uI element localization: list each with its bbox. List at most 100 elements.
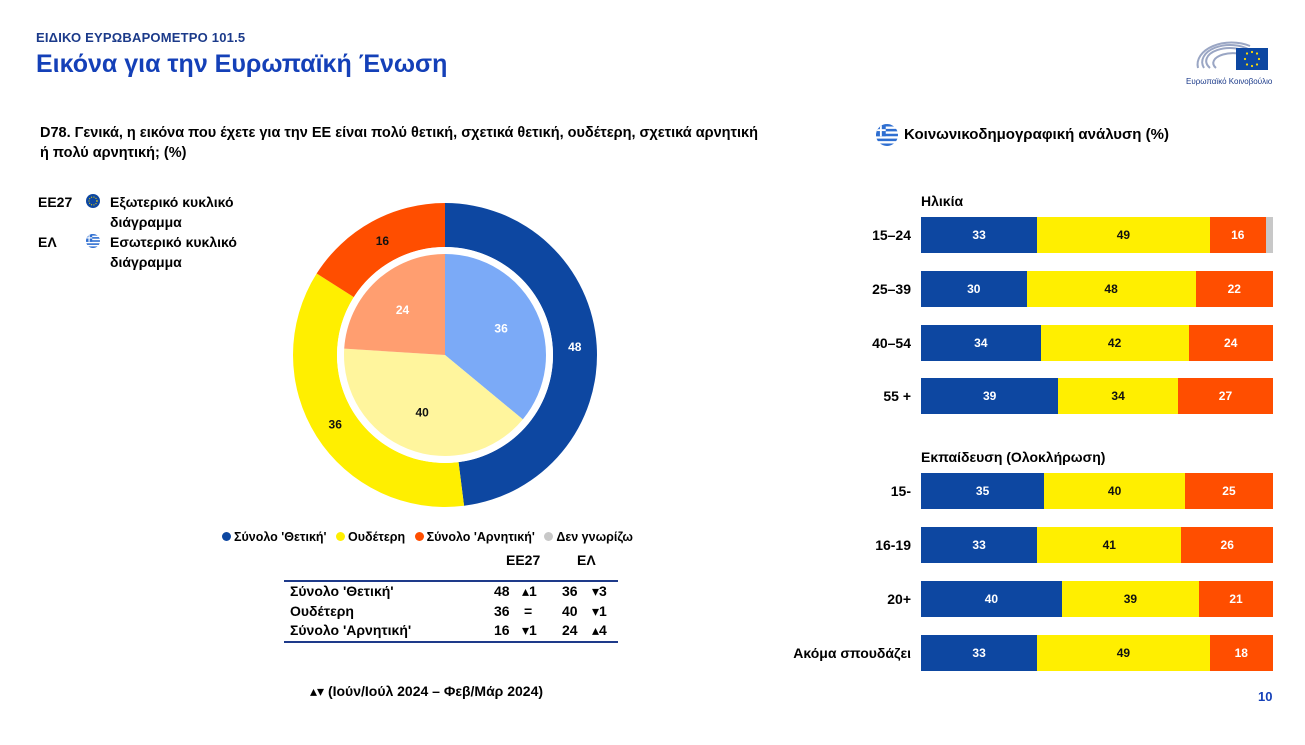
socio-title: Κοινωνικοδημογραφική ανάλυση (%) — [904, 126, 1169, 143]
eu-change: = — [524, 602, 533, 619]
bar-segment-negative: 18 — [1209, 635, 1273, 671]
bar-segment-positive: 30 — [921, 271, 1027, 307]
inner-ring-data-label: 24 — [396, 303, 410, 317]
stacked-bar: 30 48 22 — [921, 271, 1273, 307]
outer-ring-data-label: 36 — [329, 418, 343, 432]
el-change: ▾1 — [592, 602, 607, 619]
stacked-bar: 34 42 24 — [921, 325, 1273, 361]
bar-row-label: 25–39 — [872, 281, 911, 297]
outer-ring-key: ΕΕ27 — [38, 194, 73, 210]
legend-label-dontknow: Δεν γνωρίζω — [556, 530, 633, 544]
eu-value: 36 — [494, 602, 510, 619]
outer-ring-data-label: 16 — [376, 234, 390, 248]
legend-label-positive: Σύνολο 'Θετική' — [234, 530, 327, 544]
bar-segment-neutral: 40 — [1044, 473, 1185, 509]
inner-ring-slice — [344, 348, 523, 456]
eu-value: 48 — [494, 583, 510, 599]
bar-segment-positive: 39 — [921, 378, 1059, 414]
row-label: Σύνολο 'Θετική' — [290, 583, 394, 599]
outer-ring-slice — [293, 273, 465, 507]
el-change: ▾3 — [592, 583, 607, 599]
eu-value: 16 — [494, 622, 510, 638]
section-title-education: Εκπαίδευση (Ολοκλήρωση) — [921, 449, 1106, 465]
outer-ring-data-label: 48 — [568, 340, 582, 354]
el-value: 36 — [562, 583, 578, 599]
legend-dot-positive — [222, 532, 231, 541]
eu-change: ▴1 — [522, 583, 537, 599]
bar-segment-negative: 26 — [1181, 527, 1273, 563]
greece-flag-icon — [86, 234, 100, 253]
legend-dot-neutral — [336, 532, 346, 541]
el-value: 24 — [562, 622, 578, 638]
legend-item-dontknow: Δεν γνωρίζω — [544, 530, 633, 544]
stacked-bar: 35 40 25 — [921, 473, 1273, 509]
el-change: ▴4 — [592, 622, 607, 638]
series-legend: Σύνολο 'Θετική' Ουδέτερη Σύνολο 'Αρνητικ… — [222, 530, 639, 544]
inner-ring-data-label: 40 — [415, 406, 429, 420]
section-title-age: Ηλικία — [921, 193, 964, 209]
inner-ring-data-label: 36 — [494, 322, 508, 336]
bar-segment-positive: 34 — [921, 325, 1041, 361]
table-row: Σύνολο 'Αρνητική' 16 ▾1 24 ▴4 — [284, 621, 618, 641]
stacked-bar: 39 34 27 — [921, 378, 1273, 414]
inner-ring-key: ΕΛ — [38, 234, 57, 250]
question-text: D78. Γενικά, η εικόνα που έχετε για την … — [40, 125, 758, 161]
european-parliament-logo: Ευρωπαϊκό Κοινοβούλιο — [1186, 32, 1273, 86]
inner-ring-slice — [344, 254, 445, 355]
stacked-bar: 40 39 21 — [921, 581, 1273, 617]
logo-text: Ευρωπαϊκό Κοινοβούλιο — [1186, 77, 1273, 86]
report-kicker: ΕΙΔΙΚΟ ΕΥΡΩΒΑΡΟΜΕΤΡΟ 101.5 — [36, 30, 246, 45]
bar-row-label: 55 + — [883, 388, 911, 404]
table-col-el: ΕΛ — [577, 552, 596, 568]
bar-segment-negative: 24 — [1188, 325, 1273, 361]
outer-ring-label: Εξωτερικό κυκλικό διάγραμμα — [110, 194, 234, 230]
legend-dot-dontknow — [544, 532, 554, 541]
table-row: Ουδέτερη 36 = 40 ▾1 — [284, 602, 618, 622]
page-title: Εικόνα για την Ευρωπαϊκή Ένωση — [36, 50, 448, 78]
summary-table: Σύνολο 'Θετική' 48 ▴1 36 ▾3 Ουδέτερη 36 … — [284, 580, 618, 643]
bar-row-label: 16-19 — [875, 537, 911, 553]
bar-segment-positive: 33 — [921, 527, 1038, 563]
bar-row-label: 40–54 — [872, 335, 911, 351]
bar-segment-negative: 25 — [1184, 473, 1273, 509]
bar-segment-dontknow — [1265, 217, 1273, 253]
change-period-note: ▴▾ (Ιούν/Ιούλ 2024 – Φεβ/Μάρ 2024) — [310, 683, 544, 699]
bar-segment-positive: 33 — [921, 217, 1038, 253]
bar-segment-neutral: 49 — [1037, 217, 1210, 253]
greece-flag-icon — [876, 124, 898, 151]
inner-ring-slice — [445, 254, 546, 420]
bar-segment-neutral: 34 — [1058, 378, 1178, 414]
inner-ring-label: Εσωτερικό κυκλικό διάγραμμα — [110, 234, 237, 270]
legend-dot-negative — [414, 532, 424, 541]
eu-flag-icon — [86, 194, 100, 213]
bar-segment-neutral: 49 — [1037, 635, 1210, 671]
page-number: 10 — [1258, 689, 1273, 704]
bar-segment-negative: 16 — [1209, 217, 1266, 253]
bar-segment-negative: 27 — [1177, 378, 1273, 414]
bar-segment-neutral: 39 — [1061, 581, 1200, 617]
stacked-bar: 33 41 26 — [921, 527, 1273, 563]
outer-ring-slice — [316, 203, 445, 298]
row-label: Σύνολο 'Αρνητική' — [290, 622, 412, 638]
bar-segment-positive: 33 — [921, 635, 1038, 671]
outer-ring-slice — [445, 203, 598, 506]
bar-row-label: 15–24 — [872, 227, 911, 243]
table-col-eu: ΕΕ27 — [506, 552, 541, 568]
eu-change: ▾1 — [522, 622, 537, 638]
bar-segment-neutral: 48 — [1026, 271, 1196, 307]
parliament-hemicycle-icon — [1196, 41, 1268, 70]
legend-item-negative: Σύνολο 'Αρνητική' — [414, 530, 535, 544]
bar-segment-positive: 35 — [921, 473, 1045, 509]
bar-segment-neutral: 41 — [1037, 527, 1182, 563]
bar-segment-neutral: 42 — [1040, 325, 1189, 361]
legend-item-neutral: Ουδέτερη — [336, 530, 405, 544]
bar-row-label: 15- — [890, 483, 911, 499]
stacked-bar: 33 49 18 — [921, 635, 1273, 671]
row-label: Ουδέτερη — [290, 602, 354, 619]
bar-segment-positive: 40 — [921, 581, 1062, 617]
el-value: 40 — [562, 602, 578, 619]
bar-row-label: 20+ — [887, 591, 911, 607]
bar-row-label: Ακόμα σπουδάζει — [793, 645, 911, 661]
legend-item-positive: Σύνολο 'Θετική' — [222, 530, 327, 544]
legend-label-neutral: Ουδέτερη — [348, 530, 406, 544]
